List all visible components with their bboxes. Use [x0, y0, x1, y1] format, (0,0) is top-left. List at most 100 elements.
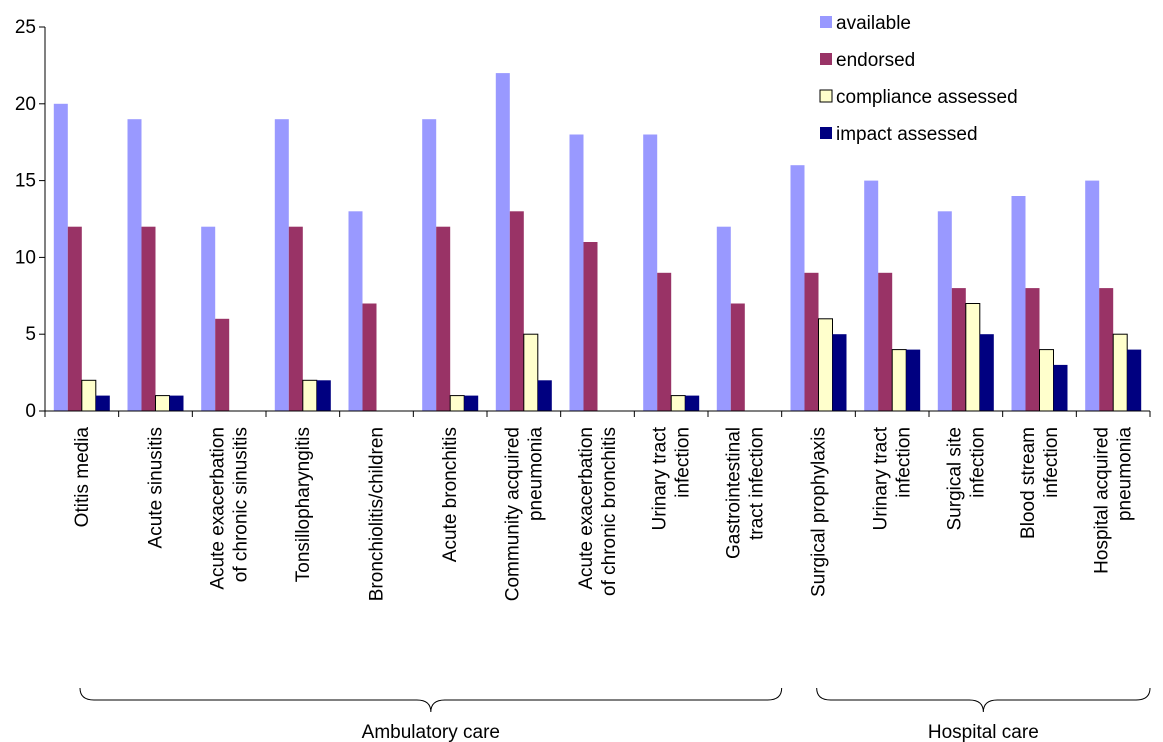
x-category-label-1: Acute sinusitis — [146, 427, 167, 548]
bar-impact-assessed-13 — [1053, 364, 1068, 411]
bar-endorsed-12 — [951, 288, 966, 411]
bar-endorsed-11 — [878, 272, 893, 411]
bar-available-7 — [569, 134, 584, 411]
x-category-label-5-line-0: Acute bronchitis — [440, 427, 461, 562]
bar-endorsed-13 — [1025, 288, 1040, 411]
x-category-label-8-line-1: infection — [673, 427, 694, 498]
x-category-label-14-line-0: Hospital acquired — [1092, 427, 1113, 574]
y-tick-label-15: 15 — [15, 171, 36, 192]
x-category-label-11-line-1: infection — [894, 427, 915, 498]
x-category-label-0-line-0: Otitis media — [72, 427, 93, 528]
bar-available-6 — [495, 73, 510, 411]
bar-impact-assessed-14 — [1127, 349, 1142, 411]
legend-entry-available: available — [820, 13, 911, 34]
bar-impact-assessed-10 — [832, 334, 847, 411]
x-category-label-0: Otitis media — [72, 427, 93, 528]
plot-area — [53, 73, 1142, 412]
bar-endorsed-1 — [141, 226, 156, 411]
y-tick-label-10: 10 — [15, 247, 36, 268]
bar-available-5 — [422, 119, 437, 411]
bar-compliance-assessed-6 — [523, 333, 539, 412]
bar-available-0 — [53, 103, 68, 412]
bar-endorsed-8 — [657, 272, 672, 411]
bar-compliance-assessed-10 — [818, 318, 833, 412]
bar-compliance-assessed-8 — [670, 395, 686, 412]
bar-impact-assessed-11 — [906, 349, 921, 411]
bar-available-9 — [716, 226, 731, 411]
x-category-label-3: Tonsillopharyngitis — [293, 427, 314, 582]
legend-swatch-0 — [820, 16, 832, 28]
x-category-label-4-line-0: Bronchiolitis/children — [367, 427, 388, 601]
x-category-label-6-line-0: Community acquired — [502, 427, 523, 601]
x-category-label-7: Acute exacerbation of chronic bronchitis — [576, 427, 620, 596]
bar-impact-assessed-8 — [685, 395, 700, 411]
x-category-label-12-line-0: Surgical site — [944, 427, 965, 531]
x-axis-category-labels: Otitis media Acute sinusitis Acute exacerb… — [44, 411, 1151, 602]
bar-compliance-assessed-12 — [965, 303, 981, 412]
x-category-label-13: Blood stream infection — [1018, 427, 1062, 539]
category-group-braces: Ambulatory care Hospital care — [79, 687, 1151, 742]
bar-available-14 — [1085, 180, 1100, 411]
bar-compliance-assessed-11 — [891, 349, 907, 412]
bar-impact-assessed-1 — [169, 395, 184, 411]
bar-impact-assessed-3 — [316, 380, 331, 411]
bar-endorsed-3 — [288, 226, 303, 411]
bar-available-11 — [864, 180, 879, 411]
legend-swatch-3 — [820, 127, 832, 139]
legend-label-1: endorsed — [836, 50, 915, 71]
bar-available-1 — [127, 119, 142, 411]
x-category-label-12: Surgical site infection — [944, 427, 988, 531]
legend: available endorsed compliance assessed impa… — [819, 13, 1018, 145]
x-category-label-2-line-0: Acute exacerbation — [208, 427, 229, 590]
legend-swatch-1 — [820, 53, 832, 65]
bar-endorsed-2 — [215, 318, 230, 411]
legend-label-0: available — [836, 13, 911, 34]
bar-endorsed-10 — [804, 272, 819, 411]
bar-available-12 — [937, 211, 952, 411]
bar-endorsed-7 — [583, 242, 598, 411]
group-label-0: Ambulatory care — [362, 722, 500, 742]
bar-compliance-assessed-0 — [81, 379, 97, 412]
bar-available-8 — [643, 134, 658, 411]
x-category-label-6: Community acquired pneumonia — [502, 427, 546, 602]
x-category-label-2-line-1: of chronic sinusitis — [231, 427, 252, 582]
x-category-label-9-line-0: Gastrointestinal — [723, 427, 744, 559]
bar-endorsed-6 — [509, 211, 524, 411]
x-category-label-9: Gastrointestinal tract infection — [723, 427, 767, 559]
x-category-label-14: Hospital acquired pneumonia — [1092, 427, 1136, 574]
x-category-label-12-line-1: infection — [967, 427, 988, 498]
x-category-label-14-line-1: pneumonia — [1115, 427, 1136, 521]
bar-compliance-assessed-1 — [155, 395, 170, 412]
bar-endorsed-9 — [730, 303, 745, 411]
bar-endorsed-0 — [67, 226, 82, 411]
x-category-label-8: Urinary tract infection — [650, 426, 694, 530]
y-axis: 0 5 10 15 20 25 — [15, 17, 1150, 422]
x-category-label-2: Acute exacerbation of chronic sinusitis — [208, 427, 252, 590]
x-category-label-13-line-1: infection — [1041, 427, 1062, 498]
bar-available-10 — [790, 165, 805, 411]
y-tick-label-20: 20 — [15, 94, 36, 115]
x-category-label-10: Surgical prophylaxis — [809, 427, 830, 597]
legend-label-2: compliance assessed — [836, 87, 1018, 108]
y-tick-label-25: 25 — [15, 17, 36, 38]
bar-impact-assessed-12 — [979, 334, 994, 411]
legend-label-3: impact assessed — [836, 124, 978, 145]
bar-available-2 — [201, 226, 216, 411]
x-category-label-11-line-0: Urinary tract — [871, 426, 892, 530]
x-category-label-11: Urinary tract infection — [871, 426, 915, 530]
x-category-label-4: Bronchiolitis/children — [367, 427, 388, 601]
bar-available-13 — [1011, 196, 1026, 411]
legend-entry-compliance-assessed: compliance assessed — [819, 87, 1018, 108]
x-category-label-1-line-0: Acute sinusitis — [146, 427, 167, 548]
bar-available-4 — [348, 211, 363, 411]
bar-impact-assessed-6 — [537, 380, 552, 411]
group-label-1: Hospital care — [928, 722, 1039, 742]
x-category-label-5: Acute bronchitis — [440, 427, 461, 562]
x-category-label-8-line-0: Urinary tract — [650, 426, 671, 530]
bar-impact-assessed-5 — [464, 395, 479, 411]
y-tick-label-5: 5 — [25, 324, 36, 345]
x-category-label-6-line-1: pneumonia — [525, 427, 546, 521]
x-category-label-10-line-0: Surgical prophylaxis — [809, 427, 830, 597]
bar-impact-assessed-0 — [95, 395, 110, 411]
